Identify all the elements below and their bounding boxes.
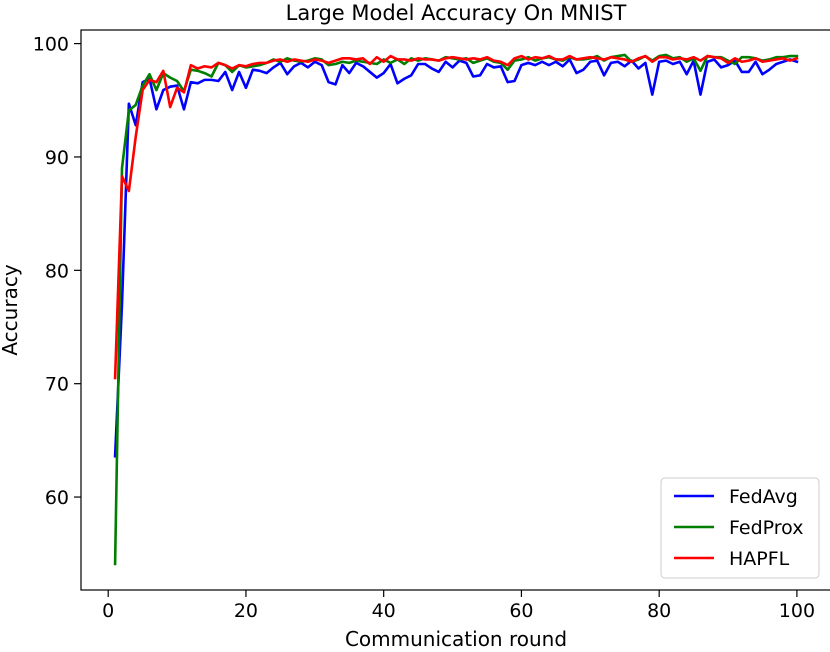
x-tick-label: 80	[647, 600, 671, 622]
legend: FedAvg FedProx HAPFL	[660, 477, 820, 579]
y-tick-label: 80	[45, 260, 69, 282]
series-group	[113, 53, 799, 566]
legend-box	[660, 477, 820, 579]
x-tick-label: 0	[102, 600, 114, 622]
tick-group: 0 20 40 60 80 100 60 70 80 90 100	[33, 34, 815, 622]
legend-label-fedavg: FedAvg	[729, 486, 798, 508]
y-tick-label: 60	[45, 487, 69, 509]
x-tick-label: 60	[509, 600, 533, 622]
plot-frame	[80, 29, 830, 591]
x-tick-label: 20	[234, 600, 258, 622]
series-line-fedavg	[113, 58, 799, 458]
legend-label-hapfl: HAPFL	[729, 548, 790, 570]
x-axis-label: Communication round	[345, 627, 567, 651]
series-line-hapfl	[113, 54, 799, 380]
legend-label-fedprox: FedProx	[729, 517, 803, 539]
y-tick-label: 90	[45, 147, 69, 169]
chart-title: Large Model Accuracy On MNIST	[286, 1, 627, 25]
y-axis-label: Accuracy	[0, 264, 22, 355]
y-tick-label: 70	[45, 374, 69, 396]
x-tick-label: 100	[779, 600, 815, 622]
y-tick-label: 100	[33, 34, 69, 56]
x-tick-label: 40	[372, 600, 396, 622]
